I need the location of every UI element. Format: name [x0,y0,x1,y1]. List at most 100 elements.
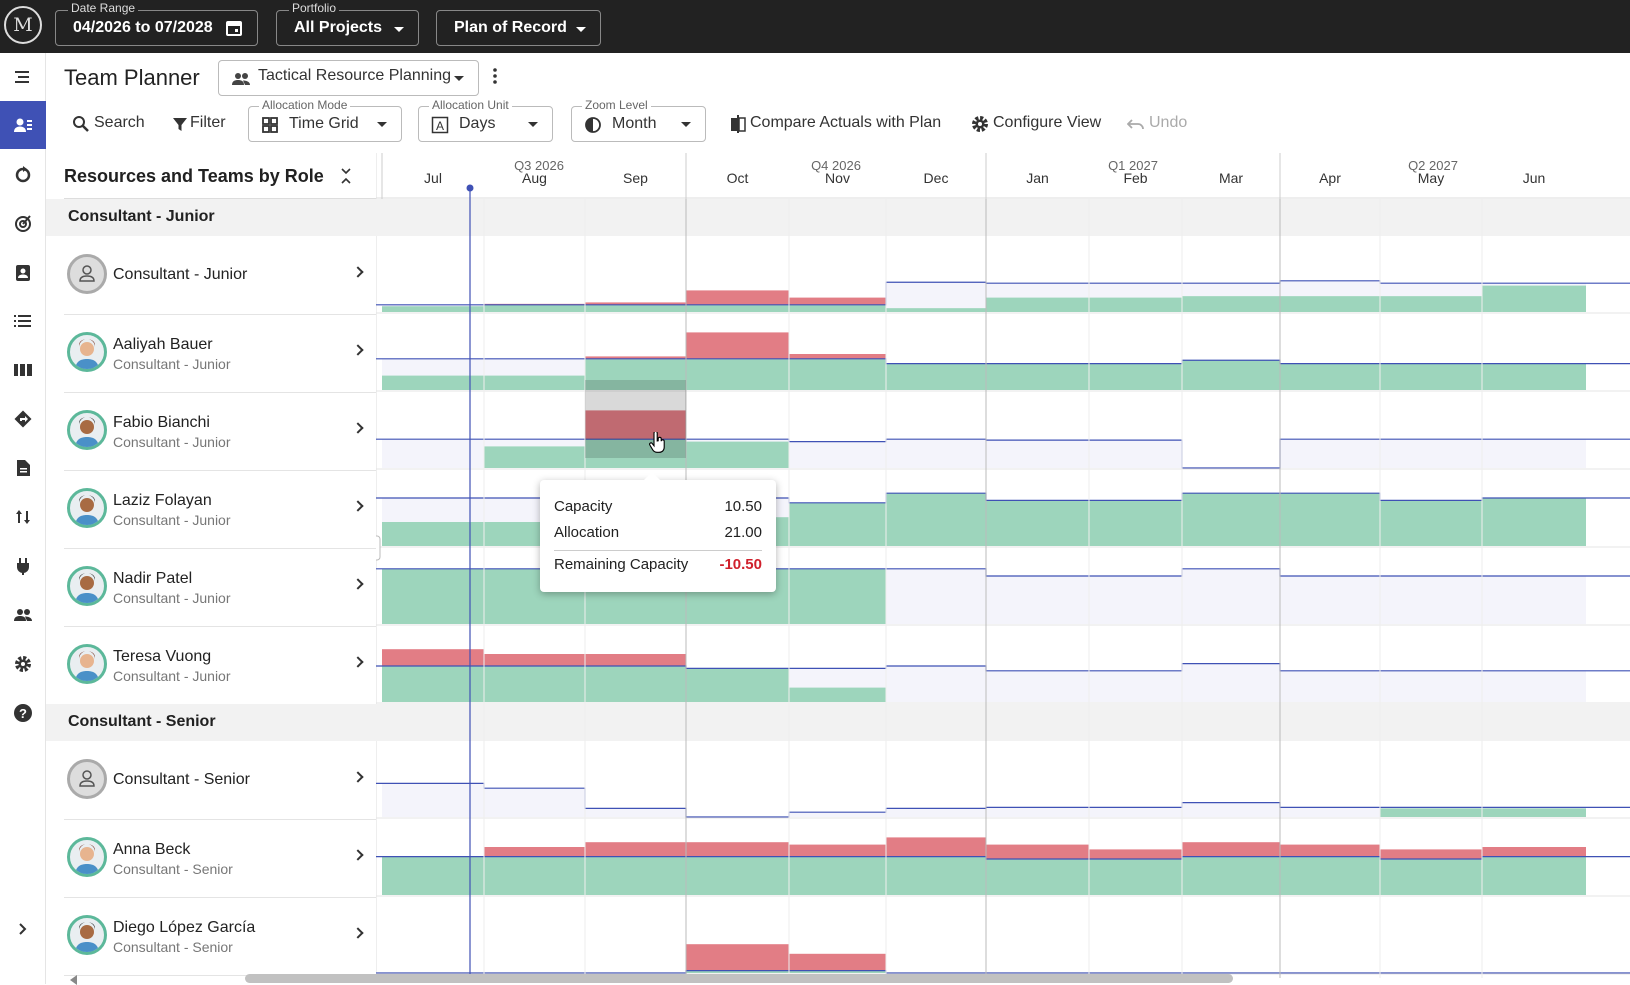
allocation-bar[interactable] [886,493,986,546]
allocation-bar[interactable] [986,363,1089,390]
over-allocation-bar[interactable] [789,354,886,359]
nav-roadmap[interactable] [0,395,46,443]
nav-assignments[interactable] [0,248,46,296]
resource-row[interactable]: Fabio Bianchi Consultant - Junior [64,390,376,471]
resource-row[interactable]: Consultant - Junior [64,234,376,315]
nav-refresh[interactable] [0,150,46,198]
allocation-bar[interactable] [484,375,585,390]
allocation-bar[interactable] [789,856,886,895]
nav-settings[interactable] [0,640,46,688]
resource-row[interactable]: Diego López García Consultant - Senior [64,895,376,976]
allocation-bar[interactable] [686,358,789,390]
view-select[interactable]: Tactical Resource Planning [218,60,479,96]
allocation-bar[interactable] [789,687,886,702]
chevron-right-icon[interactable] [352,771,364,783]
portfolio-select[interactable]: Portfolio All Projects [276,1,419,46]
over-allocation-bar[interactable] [1089,849,1182,859]
chevron-right-icon[interactable] [352,656,364,668]
resource-row[interactable]: Teresa Vuong Consultant - Junior [64,624,376,705]
allocation-bar[interactable] [1089,500,1182,546]
allocation-bar[interactable] [789,970,886,973]
nav-help[interactable]: ? [0,689,46,737]
allocation-bar[interactable] [789,502,886,546]
over-allocation-bar[interactable] [382,649,484,666]
allocation-bar[interactable] [1182,856,1280,895]
chevron-right-icon[interactable] [352,849,364,861]
allocation-bar[interactable] [1482,498,1586,546]
allocation-bar[interactable] [1482,363,1586,390]
allocation-bar[interactable] [986,859,1089,895]
resource-row[interactable]: Consultant - Senior [64,739,376,820]
allocation-bar[interactable] [686,668,789,702]
allocation-bar[interactable] [1182,493,1280,546]
nav-documents[interactable] [0,444,46,492]
over-allocation-bar[interactable] [1380,849,1482,859]
over-allocation-bar[interactable] [686,290,789,305]
allocation-bar[interactable] [1380,859,1482,895]
over-allocation-bar[interactable] [686,842,789,857]
over-allocation-bar[interactable] [986,844,1089,859]
over-allocation-bar[interactable] [886,837,986,857]
over-allocation-bar[interactable] [585,356,686,359]
allocation-bar[interactable] [986,297,1089,312]
allocation-bar[interactable] [1280,493,1380,546]
allocation-bar[interactable] [585,666,686,702]
over-allocation-bar[interactable] [686,944,789,971]
nav-board[interactable] [0,346,46,394]
over-allocation-bar[interactable] [686,332,789,359]
allocation-bar[interactable] [686,970,789,973]
allocation-bar[interactable] [1482,808,1586,817]
nav-goals[interactable] [0,199,46,247]
allocation-bar[interactable] [789,304,886,312]
chevron-right-icon[interactable] [352,500,364,512]
resource-row[interactable]: Aaliyah Bauer Consultant - Junior [64,312,376,393]
allocation-mode-select[interactable]: Allocation Mode Time Grid [248,98,402,142]
allocation-bar[interactable] [484,856,585,895]
date-range-select[interactable]: Date Range 04/2026 to 07/2028 [55,1,258,46]
allocation-bar[interactable] [886,363,986,390]
allocation-bar[interactable] [1482,856,1586,895]
allocation-bar[interactable] [585,304,686,312]
allocation-bar[interactable] [1089,297,1182,312]
allocation-bar[interactable] [686,441,789,468]
over-allocation-bar[interactable] [789,844,886,857]
more-vertical-icon[interactable] [492,68,498,84]
chevron-right-icon[interactable] [352,422,364,434]
allocation-bar[interactable] [382,856,484,895]
allocation-bar[interactable] [1482,285,1586,312]
over-allocation-bar[interactable] [484,847,585,857]
nav-integrations[interactable] [0,542,46,590]
resource-row[interactable]: Nadir Patel Consultant - Junior [64,546,376,627]
allocation-bar[interactable] [382,666,484,702]
resource-row[interactable]: Anna Beck Consultant - Senior [64,817,376,898]
allocation-bar[interactable] [1182,360,1280,390]
allocation-bar[interactable] [1380,500,1482,546]
over-allocation-bar[interactable] [789,297,886,305]
chevron-right-icon[interactable] [352,927,364,939]
over-allocation-bar[interactable] [585,302,686,305]
allocation-bar[interactable] [484,446,585,468]
allocation-bar[interactable] [1380,808,1482,817]
allocation-bar[interactable] [1380,296,1482,312]
allocation-bar[interactable] [789,568,886,624]
over-allocation-bar[interactable] [585,654,686,666]
allocation-bar[interactable] [585,856,686,895]
over-allocation-bar[interactable] [585,410,686,440]
nav-people[interactable] [0,591,46,639]
allocation-bar[interactable] [382,375,484,390]
nav-list[interactable] [0,297,46,345]
allocation-bar[interactable] [886,308,986,312]
role-group-header[interactable]: Consultant - Junior [46,199,376,236]
nav-import-export[interactable] [0,493,46,541]
over-allocation-bar[interactable] [1182,842,1280,857]
over-allocation-bar[interactable] [1280,844,1380,857]
allocation-bar[interactable] [1089,363,1182,390]
role-group-header[interactable]: Consultant - Senior [46,704,376,741]
allocation-bar[interactable] [686,304,789,312]
allocation-unit-select[interactable]: Allocation Unit A Days [418,98,553,142]
allocation-bar[interactable] [686,856,789,895]
menu-toggle[interactable] [0,53,46,101]
allocation-bar[interactable] [1280,856,1380,895]
resource-row[interactable]: Laziz Folayan Consultant - Junior [64,468,376,549]
nav-team-planner[interactable] [0,101,46,149]
